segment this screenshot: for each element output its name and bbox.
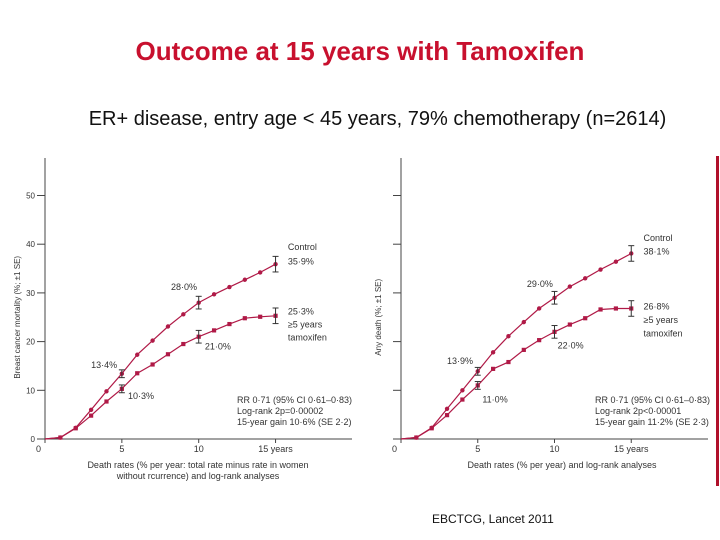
tamoxifen-data-point	[73, 426, 78, 431]
tamoxifen-data-point	[567, 322, 572, 327]
tamoxifen-data-point	[583, 316, 588, 321]
tamoxifen-data-point	[135, 371, 140, 376]
data-annotation: 10·3%	[128, 391, 154, 401]
data-annotation: 13·4%	[91, 360, 117, 370]
tamoxifen-data-point	[89, 413, 94, 418]
data-annotation: 29·0%	[527, 279, 553, 289]
left-panel-breast-cancer-mortality: 0 10 20 30 40 50 0 5 10 15 years Breast cancer mor…	[13, 158, 352, 481]
tamoxifen-data-point	[104, 399, 109, 404]
data-annotation: 25·3%	[288, 306, 314, 316]
x-axis-label: Death rates (% per year) and log-rank an…	[467, 460, 657, 470]
control-data-point	[583, 276, 588, 281]
tamoxifen-data-point	[211, 328, 217, 333]
y-tick-label: 40	[26, 240, 35, 249]
tamoxifen-data-point	[444, 413, 450, 418]
y-tick-label: 0	[31, 435, 36, 444]
edge-accent-bar	[716, 156, 719, 486]
data-annotation: 35·9%	[288, 257, 314, 267]
control-data-point	[598, 267, 603, 272]
x-tick-label: 10	[194, 444, 204, 454]
control-data-point	[257, 270, 263, 275]
y-tick-label: 10	[26, 386, 35, 395]
y-tick-label: 50	[26, 192, 35, 201]
slide-subtitle: ER+ disease, entry age < 45 years, 79% c…	[88, 108, 667, 130]
tamoxifen-data-point	[242, 316, 247, 321]
tamoxifen-data-point	[181, 341, 186, 347]
control-data-point	[567, 284, 573, 289]
tamoxifen-data-point	[227, 321, 232, 327]
tamoxifen-data-point	[429, 426, 434, 431]
citation: EBCTCG, Lancet 2011	[432, 512, 554, 526]
control-data-point	[521, 319, 526, 325]
data-annotation: 21·0%	[205, 341, 231, 351]
y-tick-label: 20	[26, 338, 35, 347]
stats-text: 15-year gain 11·2% (SE 2·3)	[595, 417, 709, 427]
tamoxifen-data-point	[491, 366, 496, 371]
tamoxifen-data-point	[258, 314, 263, 319]
control-data-point	[104, 389, 109, 394]
control-data-point	[135, 352, 140, 357]
x-tick-label: 10	[549, 444, 559, 454]
right-panel-any-death: 0 5 10 15 years Any death (%; ±1 SE) Death ra…	[374, 158, 710, 470]
data-annotation: 13·9%	[447, 356, 473, 366]
y-axis-label: Breast cancer mortality (%; ±1 SE)	[13, 256, 22, 379]
control-data-point	[165, 324, 171, 329]
data-annotation: 26·8%	[644, 301, 670, 311]
tamoxifen-data-point	[150, 362, 155, 367]
tamoxifen-data-point	[414, 435, 419, 440]
data-annotation: ≥5 years	[288, 319, 323, 329]
control-data-point	[181, 312, 186, 317]
data-annotation: Control	[644, 233, 673, 243]
control-data-point	[227, 284, 232, 290]
data-annotation: 38·1%	[644, 246, 670, 256]
data-annotation: 22·0%	[558, 340, 584, 350]
control-data-point	[150, 338, 155, 343]
stats-text: 15-year gain 10·6% (SE 2·2)	[237, 417, 352, 427]
stats-text: Log-rank 2p<0·00001	[595, 406, 681, 416]
tamoxifen-series-line	[44, 315, 276, 440]
control-data-point	[613, 259, 619, 264]
data-annotation: Control	[288, 242, 317, 252]
x-axis-label: Death rates (% per year: total rate minu…	[87, 460, 308, 470]
slide-title: Outcome at 15 years with Tamoxifen	[135, 36, 585, 66]
stats-text: RR 0·71 (95% CI 0·61–0·83)	[595, 395, 710, 405]
x-tick-label: 0	[392, 444, 397, 454]
tamoxifen-data-point	[598, 307, 603, 312]
data-annotation: 11·0%	[482, 394, 507, 404]
tamoxifen-data-point	[537, 338, 542, 343]
tamoxifen-data-point	[460, 397, 465, 402]
tamoxifen-data-point	[521, 347, 526, 352]
control-data-point	[88, 407, 94, 412]
control-data-point	[211, 292, 217, 297]
x-tick-label: 5	[119, 444, 124, 454]
control-series-line	[44, 263, 276, 440]
data-annotation: ≥5 years	[644, 315, 679, 325]
y-axis-label: Any death (%; ±1 SE)	[374, 278, 383, 355]
data-annotation: tamoxifen	[644, 329, 683, 339]
tamoxifen-data-point	[506, 359, 511, 365]
x-axis-label: without rcurrence) and log-rank analyses	[116, 471, 280, 481]
control-series-line	[400, 252, 632, 440]
control-data-point	[506, 334, 511, 339]
x-tick-label: 15 years	[258, 444, 293, 454]
tamoxifen-series-line	[400, 307, 632, 440]
tamoxifen-data-point	[613, 306, 618, 311]
tamoxifen-data-point	[58, 435, 63, 440]
x-tick-label: 5	[475, 444, 480, 454]
y-tick-label: 30	[26, 289, 35, 298]
data-annotation: 28·0%	[171, 282, 197, 292]
stats-text: Log-rank 2p=0·00002	[237, 406, 323, 416]
tamoxifen-data-point	[165, 352, 171, 357]
data-annotation: tamoxifen	[288, 333, 327, 343]
control-data-point	[460, 388, 465, 393]
control-data-point	[242, 277, 248, 282]
x-tick-label: 15 years	[614, 444, 649, 454]
stats-text: RR 0·71 (95% CI 0·61–0·83)	[237, 395, 352, 405]
control-data-point	[490, 350, 496, 355]
control-data-point	[444, 406, 450, 412]
control-data-point	[536, 306, 542, 311]
x-tick-label: 0	[36, 444, 41, 454]
